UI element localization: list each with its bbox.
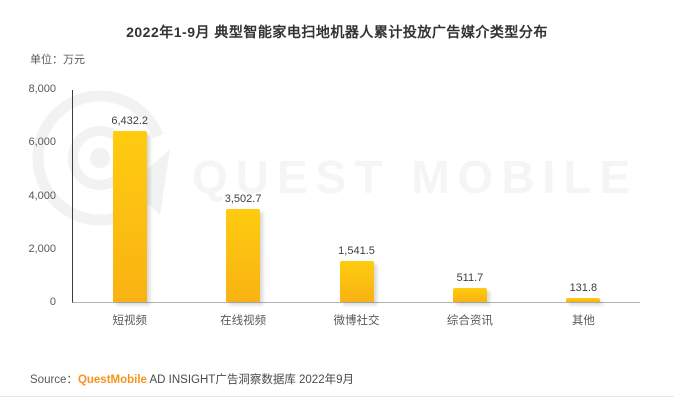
bar-category-label: 微博社交 xyxy=(333,315,380,327)
bar-category-label: 在线视频 xyxy=(220,315,267,327)
bar-slot: 511.7 综合资讯 xyxy=(413,90,526,327)
source-brand: QuestMobile xyxy=(77,374,147,386)
source-rest: AD INSIGHT广告洞察数据库 2022年9月 xyxy=(146,374,355,386)
bar-slot: 131.8 其他 xyxy=(527,90,640,327)
bar xyxy=(112,131,147,302)
y-tick-label: 2,000 xyxy=(28,242,56,255)
y-tick-label: 4,000 xyxy=(28,189,56,202)
bar xyxy=(339,261,374,302)
y-tick-label: 8,000 xyxy=(28,83,56,95)
chart-title: 2022年1-9月 典型智能家电扫地机器人累计投放广告媒介类型分布 xyxy=(126,24,548,40)
bar-value-label: 511.7 xyxy=(456,272,484,284)
bar xyxy=(226,209,261,302)
bar-category-label: 其他 xyxy=(571,315,595,327)
bar-category-label: 短视频 xyxy=(112,315,147,327)
bar-chart-plot: 6,432.2 短视频 3,502.7 在线视频 1,541.5 微博社交 511.7 综合资… xyxy=(72,90,640,327)
bottom-divider xyxy=(0,396,674,397)
bar-value-label: 1,541.5 xyxy=(338,245,375,257)
bars-row: 6,432.2 短视频 3,502.7 在线视频 1,541.5 微博社交 511.7 综合资… xyxy=(73,90,640,327)
bar xyxy=(566,298,601,302)
y-axis: 8,000 6,000 4,000 2,000 0 xyxy=(0,83,64,308)
y-tick-label: 0 xyxy=(49,296,56,308)
bar xyxy=(452,288,487,302)
bar-value-label: 6,432.2 xyxy=(111,115,149,127)
bar-value-label: 3,502.7 xyxy=(224,193,262,205)
bar-value-label: 131.8 xyxy=(569,282,598,294)
bar-slot: 1,541.5 微博社交 xyxy=(300,90,413,327)
source-row: Source：QuestMobile AD INSIGHT广告洞察数据库 202… xyxy=(30,371,354,387)
bar-slot: 3,502.7 在线视频 xyxy=(186,90,299,327)
y-tick-label: 6,000 xyxy=(28,136,56,149)
bar-category-label: 综合资讯 xyxy=(446,315,493,327)
unit-label: 单位：万元 xyxy=(30,54,85,66)
source-label: Source： xyxy=(30,374,78,386)
bar-slot: 6,432.2 短视频 xyxy=(73,90,186,327)
